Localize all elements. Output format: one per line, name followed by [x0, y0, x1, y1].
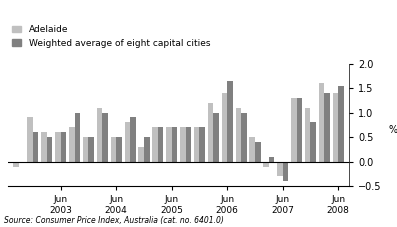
- Bar: [69, 127, 75, 162]
- Bar: [102, 113, 108, 162]
- Bar: [97, 108, 102, 162]
- Bar: [291, 98, 297, 162]
- Bar: [208, 103, 213, 162]
- Bar: [180, 127, 185, 162]
- Bar: [111, 137, 116, 162]
- Bar: [249, 137, 255, 162]
- Bar: [61, 132, 66, 162]
- Bar: [89, 137, 94, 162]
- Bar: [222, 93, 227, 162]
- Bar: [227, 81, 233, 162]
- Bar: [305, 108, 310, 162]
- Bar: [41, 132, 47, 162]
- Bar: [139, 147, 144, 162]
- Bar: [283, 162, 288, 181]
- Bar: [297, 98, 302, 162]
- Legend: Adelaide, Weighted average of eight capital cities: Adelaide, Weighted average of eight capi…: [12, 25, 210, 48]
- Bar: [152, 127, 158, 162]
- Bar: [130, 118, 136, 162]
- Bar: [319, 83, 324, 162]
- Bar: [194, 127, 199, 162]
- Bar: [158, 127, 164, 162]
- Text: Source: Consumer Price Index, Australia (cat. no. 6401.0): Source: Consumer Price Index, Australia …: [4, 216, 224, 225]
- Bar: [213, 113, 219, 162]
- Bar: [255, 142, 260, 162]
- Bar: [116, 137, 122, 162]
- Bar: [33, 132, 39, 162]
- Y-axis label: %: %: [388, 125, 397, 135]
- Bar: [277, 162, 283, 176]
- Bar: [241, 113, 247, 162]
- Bar: [338, 86, 344, 162]
- Bar: [269, 157, 274, 162]
- Bar: [333, 93, 338, 162]
- Bar: [235, 108, 241, 162]
- Bar: [185, 127, 191, 162]
- Bar: [324, 93, 330, 162]
- Bar: [172, 127, 177, 162]
- Bar: [13, 162, 19, 167]
- Bar: [310, 122, 316, 162]
- Bar: [125, 122, 130, 162]
- Bar: [83, 137, 89, 162]
- Bar: [47, 137, 52, 162]
- Bar: [199, 127, 205, 162]
- Bar: [263, 162, 269, 167]
- Bar: [144, 137, 150, 162]
- Bar: [27, 118, 33, 162]
- Bar: [75, 113, 80, 162]
- Bar: [166, 127, 172, 162]
- Bar: [55, 132, 61, 162]
